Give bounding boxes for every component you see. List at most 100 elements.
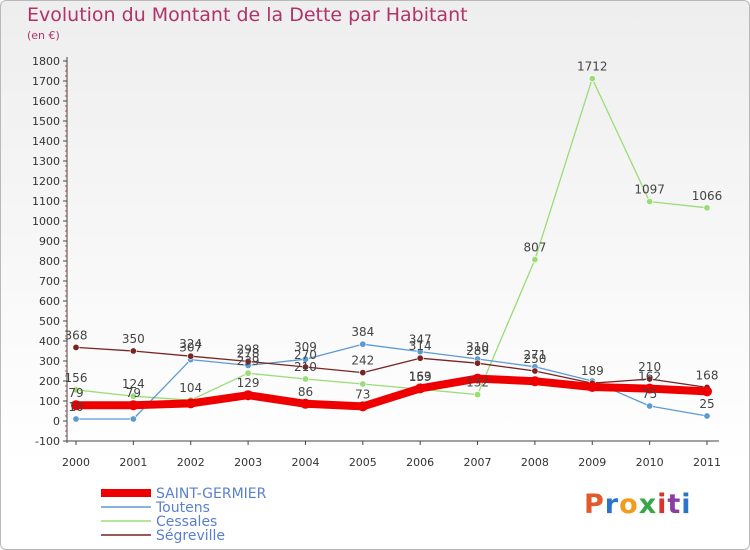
data-label: 1712 bbox=[577, 60, 608, 74]
y-tick-label: 400 bbox=[39, 335, 60, 348]
y-tick-label: 300 bbox=[39, 355, 60, 368]
data-point bbox=[646, 402, 654, 410]
data-point bbox=[185, 398, 196, 409]
data-point bbox=[587, 382, 598, 392]
y-tick-label: 1500 bbox=[32, 115, 60, 128]
data-label: 298 bbox=[237, 342, 260, 356]
data-label: 132 bbox=[466, 376, 489, 390]
y-tick-label: 900 bbox=[39, 235, 60, 248]
data-point bbox=[300, 398, 311, 409]
y-tick-label: 1700 bbox=[32, 75, 60, 88]
data-label: 250 bbox=[523, 352, 546, 366]
data-point bbox=[531, 256, 539, 264]
data-point bbox=[129, 415, 137, 423]
data-point bbox=[72, 343, 80, 351]
data-point bbox=[415, 383, 426, 394]
logo-letter: o bbox=[619, 489, 639, 520]
legend-label: Toutens bbox=[155, 500, 210, 516]
data-label: 163 bbox=[409, 369, 432, 383]
y-tick-label: 200 bbox=[39, 375, 60, 388]
data-point bbox=[129, 392, 137, 400]
series-line-2 bbox=[75, 77, 708, 401]
legend-label: SAINT-GERMIER bbox=[156, 486, 267, 502]
data-label: 278 bbox=[237, 346, 260, 360]
y-tick-label: 100 bbox=[39, 395, 60, 408]
data-point bbox=[301, 363, 309, 371]
data-label: 168 bbox=[696, 368, 719, 382]
y-tick-label: 500 bbox=[39, 315, 60, 328]
chart-subtitle: (en €) bbox=[27, 29, 60, 42]
logo-letter: t bbox=[667, 489, 682, 520]
data-label: 309 bbox=[294, 340, 317, 354]
data-point bbox=[474, 359, 482, 367]
data-label: 271 bbox=[523, 348, 546, 362]
data-label: 129 bbox=[237, 376, 260, 390]
data-label: 270 bbox=[294, 348, 317, 362]
x-tick-label: 2001 bbox=[119, 456, 147, 469]
y-tick-label: 1100 bbox=[32, 195, 60, 208]
data-point bbox=[531, 367, 539, 375]
data-label: 307 bbox=[179, 341, 202, 355]
data-label: 310 bbox=[466, 340, 489, 354]
logo-letter: x bbox=[638, 489, 658, 520]
data-label: 79 bbox=[68, 386, 83, 400]
data-label: 239 bbox=[237, 354, 260, 368]
y-tick-label: 700 bbox=[39, 275, 60, 288]
data-point bbox=[703, 412, 711, 420]
data-label: 1097 bbox=[634, 183, 665, 197]
data-point bbox=[129, 347, 137, 355]
y-tick-label: -100 bbox=[35, 435, 60, 448]
data-label: 156 bbox=[65, 371, 88, 385]
data-point bbox=[644, 383, 655, 394]
data-label: 104 bbox=[179, 381, 202, 395]
data-label: 368 bbox=[65, 328, 88, 342]
x-tick-label: 2006 bbox=[406, 456, 434, 469]
data-label: 242 bbox=[351, 354, 374, 368]
data-point bbox=[72, 386, 80, 394]
data-point bbox=[646, 375, 654, 383]
y-tick-label: 600 bbox=[39, 295, 60, 308]
x-tick-label: 2000 bbox=[62, 456, 90, 469]
chart-title: Evolution du Montant de la Dette par Hab… bbox=[27, 4, 468, 26]
data-point bbox=[529, 376, 540, 387]
x-tick-label: 2007 bbox=[464, 456, 492, 469]
data-label: 159 bbox=[409, 370, 432, 384]
data-point bbox=[359, 369, 367, 377]
y-tick-label: 1800 bbox=[32, 55, 60, 68]
y-tick-label: 0 bbox=[53, 415, 60, 428]
data-point bbox=[588, 75, 596, 83]
data-point bbox=[359, 380, 367, 388]
data-label: 347 bbox=[409, 333, 432, 347]
data-point bbox=[357, 401, 368, 412]
x-tick-label: 2010 bbox=[636, 456, 664, 469]
data-label: 86 bbox=[298, 385, 313, 399]
y-tick-label: 1000 bbox=[32, 215, 60, 228]
data-label: 10 bbox=[68, 400, 83, 414]
x-tick-label: 2008 bbox=[521, 456, 549, 469]
data-point bbox=[703, 204, 711, 212]
y-tick-label: 1300 bbox=[32, 155, 60, 168]
data-label: 189 bbox=[581, 364, 604, 378]
data-label: 289 bbox=[466, 344, 489, 358]
y-tick-label: 1200 bbox=[32, 175, 60, 188]
logo-letter: i bbox=[681, 489, 692, 520]
data-point bbox=[301, 375, 309, 383]
logo-letter: P bbox=[584, 489, 605, 520]
data-label: 73 bbox=[355, 387, 370, 401]
legend-label: Cessales bbox=[156, 514, 217, 530]
data-label: 384 bbox=[351, 325, 374, 339]
data-label: 75 bbox=[642, 387, 657, 401]
x-tick-label: 2011 bbox=[693, 456, 721, 469]
data-label: 79 bbox=[126, 386, 141, 400]
data-point bbox=[187, 352, 195, 360]
logo-letter: r bbox=[604, 489, 620, 520]
data-label: 324 bbox=[179, 337, 202, 351]
x-tick-label: 2009 bbox=[578, 456, 606, 469]
x-tick-label: 2002 bbox=[177, 456, 205, 469]
data-label: 210 bbox=[638, 360, 661, 374]
data-label: 210 bbox=[294, 360, 317, 374]
data-label: 350 bbox=[122, 332, 145, 346]
x-tick-label: 2005 bbox=[349, 456, 377, 469]
